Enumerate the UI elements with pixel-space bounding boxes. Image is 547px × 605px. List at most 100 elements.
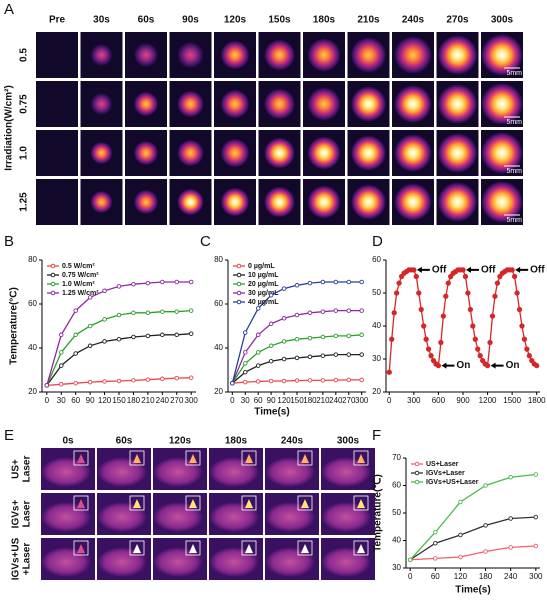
data-point <box>534 362 540 369</box>
roi-box <box>73 495 89 511</box>
data-point <box>174 375 179 381</box>
data-point <box>73 351 78 356</box>
heat-spot <box>481 83 523 125</box>
heat-spot <box>357 499 365 508</box>
data-point <box>294 336 300 342</box>
data-point <box>359 308 364 313</box>
row-label: 0.5 <box>19 48 30 62</box>
y-tick-label: 60 <box>392 481 401 490</box>
heat-spot <box>481 34 523 76</box>
data-point <box>59 382 64 387</box>
data-point <box>333 377 339 383</box>
data-point <box>242 369 248 375</box>
roi-box <box>185 495 201 511</box>
heat-spot <box>90 190 113 214</box>
legend-label: 30 µg/mL <box>248 290 279 297</box>
heat-spot <box>301 454 309 463</box>
roi-box <box>297 495 313 511</box>
data-point <box>438 339 444 346</box>
heat-spot <box>90 43 113 67</box>
data-point <box>475 346 481 352</box>
data-point <box>131 281 136 287</box>
mouse-body <box>97 547 147 577</box>
data-point <box>268 343 274 349</box>
y-axis-label: Irradiation(W/cm²) <box>4 85 15 171</box>
column-label: 210s <box>357 15 380 26</box>
x-tick-label: 210 <box>316 396 330 405</box>
data-point <box>483 549 488 554</box>
heat-spot <box>177 90 204 118</box>
x-tick-label: 60 <box>254 396 263 405</box>
data-point <box>508 475 513 480</box>
data-point <box>470 323 476 329</box>
thermal-image <box>36 179 78 225</box>
data-point <box>188 308 194 313</box>
heat-spot <box>357 544 365 553</box>
heat-spot <box>220 40 250 70</box>
heat-spot <box>220 138 250 168</box>
data-point <box>413 273 419 280</box>
data-point <box>255 332 261 338</box>
data-point <box>320 353 326 358</box>
scale-bar-label: 5mm <box>506 119 522 126</box>
data-point <box>425 346 432 352</box>
row-label: 1.0 <box>19 146 30 160</box>
x-tick-label: 150 <box>290 396 304 405</box>
data-point <box>533 472 539 477</box>
data-point <box>102 317 107 322</box>
panel-label: E <box>4 427 14 444</box>
y-axis-label: Temperature(℃) <box>373 474 384 552</box>
x-tick-label: 60 <box>71 396 80 405</box>
x-tick-label: 600 <box>432 396 446 405</box>
data-point <box>116 336 122 342</box>
column-label: 180s <box>313 15 336 26</box>
data-point <box>230 380 235 386</box>
data-point <box>307 310 313 316</box>
data-point <box>242 379 248 385</box>
roi-box <box>353 495 369 511</box>
series-line <box>46 333 192 386</box>
data-point <box>526 353 533 359</box>
data-point <box>160 309 165 314</box>
mouse-body <box>265 547 315 577</box>
row-label: Laser <box>22 501 33 528</box>
series-line <box>409 473 536 561</box>
annotation: Off <box>432 265 447 276</box>
data-point <box>320 334 326 340</box>
heat-spot <box>264 186 295 218</box>
x-tick-label: 0 <box>408 572 413 581</box>
data-point <box>421 323 427 329</box>
panel-label: B <box>4 233 14 250</box>
panel-label: A <box>4 1 14 18</box>
y-tick-label: 60 <box>372 255 381 264</box>
mouse-body <box>41 502 91 532</box>
data-point <box>294 312 300 318</box>
data-point <box>433 556 438 561</box>
data-point <box>483 523 488 528</box>
series-line <box>231 281 362 384</box>
data-point <box>268 292 274 298</box>
heat-spot <box>437 182 478 222</box>
column-label: 270s <box>446 15 469 26</box>
column-label: 180s <box>225 436 248 447</box>
series-line <box>409 516 536 561</box>
x-tick-label: 0 <box>387 396 392 405</box>
legend-marker <box>414 479 420 485</box>
data-point <box>145 377 151 382</box>
column-label: 300s <box>491 15 514 26</box>
heat-spot <box>77 499 85 508</box>
heat-spot <box>245 499 253 508</box>
legend-label: 0 µg/mL <box>248 263 275 270</box>
heat-spot <box>133 189 159 215</box>
x-tick-label: 0 <box>230 396 235 405</box>
heat-spot <box>437 133 478 173</box>
heat-spot <box>177 41 204 69</box>
legend-label: IGVs+Laser <box>426 470 465 477</box>
legend-marker <box>50 290 56 296</box>
data-point <box>359 279 364 285</box>
x-tick-label: 120 <box>277 396 291 405</box>
data-point <box>255 363 261 368</box>
heat-spot <box>133 42 159 68</box>
data-point <box>131 310 136 316</box>
data-point <box>346 377 352 383</box>
